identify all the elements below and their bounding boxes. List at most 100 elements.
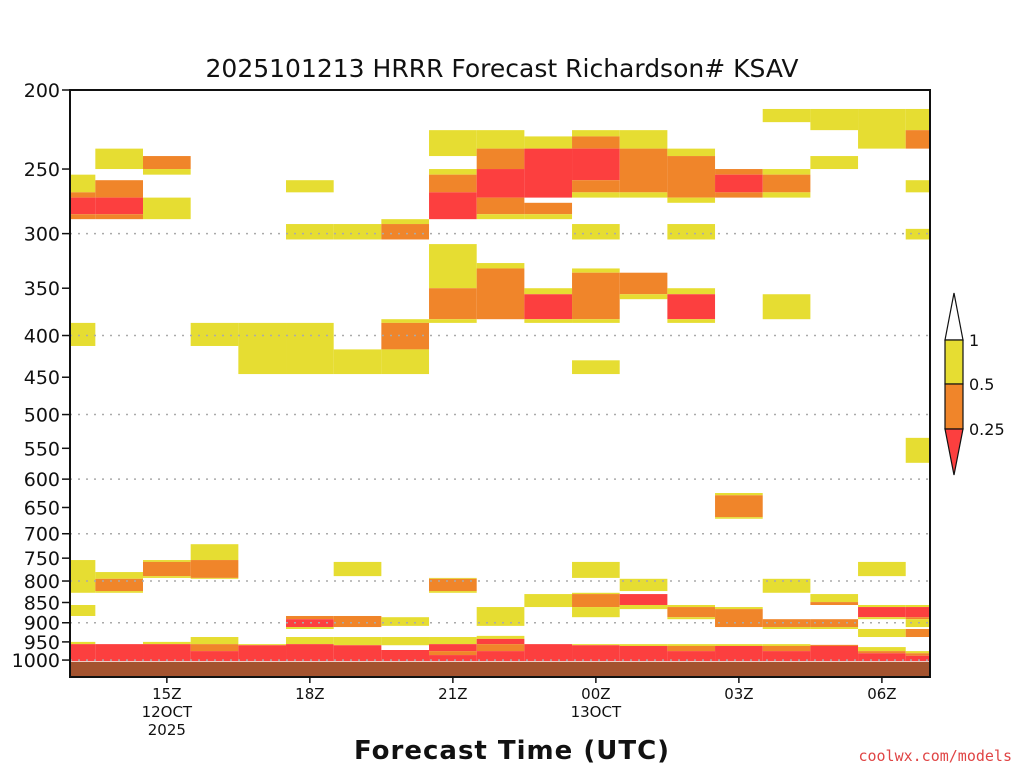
ri-cell-14Z-284-288: [95, 214, 144, 220]
colorbar-legend: 1 0.5 0.25: [944, 292, 1005, 476]
ri-cell-23Z-236-271: [524, 148, 573, 198]
ri-cell-20Z-416-446: [381, 349, 430, 375]
ri-cell-05Z-241-250: [810, 156, 859, 170]
ri-cell-18Z-911-916: [286, 627, 334, 629]
colorbar-label: 1: [969, 331, 979, 350]
ri-cell-21Z-937-956: [429, 637, 477, 645]
ri-cell-02Z-886-891: [667, 617, 716, 620]
ri-cell-20Z-382-386: [381, 319, 430, 323]
ri-cell-19Z-416-446: [333, 349, 382, 375]
ri-cell-21Z-975-986: [429, 651, 477, 656]
ri-cell-23Z-228-236: [524, 136, 573, 149]
ri-cell-01Z-224-236: [619, 130, 668, 149]
ri-cell-13Z-386-412: [70, 322, 96, 346]
ri-cell-04Z-250-254: [762, 169, 811, 175]
ri-cell-04Z-961-975: [762, 645, 811, 652]
ri-cell-21Z-254-267: [429, 174, 477, 193]
ri-cell-00Z-959-1003: [572, 645, 620, 662]
ri-cell-14Z-956-1003: [95, 644, 144, 662]
ri-cell-00Z-827-830: [572, 592, 620, 595]
x-tick-label: 06Z: [867, 685, 896, 703]
ri-cell-21Z-795-823: [429, 578, 477, 592]
y-tick-label: 750: [24, 548, 60, 570]
ri-cell-20Z-886-908: [381, 617, 430, 626]
x-tick-sub1: 13OCT: [571, 703, 622, 721]
ri-cell-21Z-382-386: [429, 319, 477, 323]
ri-cell-07Z-856-861: [905, 604, 930, 608]
ri-cell-06Z-886-891: [858, 617, 906, 620]
chart-title: 2025101213 HRRR Forecast Richardson# KSA…: [206, 54, 799, 83]
ri-cell-03Z-668-671: [715, 517, 763, 519]
y-tick-label: 600: [24, 469, 60, 491]
ri-cell-20Z-288-292: [381, 219, 430, 225]
ri-cell-04Z-254-267: [762, 174, 811, 193]
ri-cell-00Z-292-305: [572, 224, 620, 240]
ri-cell-13Z-254-267: [70, 174, 96, 193]
ri-cell-04Z-267-271: [762, 192, 811, 198]
ri-cell-15Z-241-250: [143, 156, 191, 170]
y-tick-label: 350: [24, 278, 60, 300]
ri-cell-07Z-916-937: [905, 628, 930, 638]
ri-cell-01Z-961-1003: [619, 645, 668, 662]
ri-cell-23Z-382-386: [524, 319, 573, 323]
ri-cell-02Z-961-975: [667, 645, 716, 652]
ri-cell-00Z-228-236: [572, 136, 620, 149]
ri-cell-07Z-258-267: [905, 180, 930, 193]
ri-cell-07Z-981-988: [905, 653, 930, 656]
ri-cell-02Z-975-1003: [667, 651, 716, 662]
ri-cell-00Z-224-228: [572, 130, 620, 137]
ri-cell-21Z-267-288: [429, 192, 477, 220]
ri-cell-07Z-988-1003: [905, 655, 930, 662]
ri-cell-13Z-856-883: [70, 604, 96, 616]
ri-cell-22Z-861-908: [476, 607, 525, 626]
ri-cell-15Z-754-758: [143, 560, 191, 562]
y-tick-label: 900: [24, 613, 60, 635]
ri-cell-18Z-258-267: [286, 180, 334, 193]
credit-text: coolwx.com/models: [858, 747, 1012, 765]
ri-cell-04Z-356-382: [762, 294, 811, 320]
ri-cell-21Z-350-382: [429, 288, 477, 320]
ri-cell-23Z-275-284: [524, 202, 573, 215]
ri-cell-04Z-795-827: [762, 578, 811, 593]
ri-cell-01Z-335-356: [619, 272, 668, 295]
ri-cell-01Z-856-866: [619, 604, 668, 610]
ri-cell-00Z-429-446: [572, 360, 620, 375]
ri-cell-02Z-856-861: [667, 604, 716, 608]
y-tick-label: 200: [24, 80, 60, 102]
colorbar-top-arrow: [944, 292, 964, 341]
ri-cell-14Z-795-823: [95, 578, 144, 592]
ri-cell-23Z-350-356: [524, 288, 573, 295]
ri-cell-14Z-823-827: [95, 591, 144, 593]
ri-cell-00Z-758-793: [572, 561, 620, 578]
ri-cell-00Z-331-335: [572, 268, 620, 273]
ri-cell-04Z-956-961: [762, 644, 811, 646]
ri-cell-21Z-793-795: [429, 577, 477, 579]
x-tick-sub2: 2025: [148, 721, 186, 739]
y-tick-label: 400: [24, 326, 60, 348]
ri-cell-06Z-975-981: [858, 651, 906, 654]
plot-frame: [69, 89, 931, 678]
ri-cell-13Z-950-956: [70, 641, 96, 645]
ri-cell-05Z-958-961: [810, 644, 859, 646]
ri-cell-06Z-758-789: [858, 561, 906, 577]
colorbar-bottom-arrow: [944, 428, 964, 476]
ri-cell-03Z-250-254: [715, 169, 763, 175]
ri-cell-18Z-386-446: [286, 322, 334, 375]
ri-cell-00Z-956-959: [572, 644, 620, 646]
ri-cell-07Z-975-981: [905, 651, 930, 654]
colorbar-label: 0.25: [969, 420, 1005, 439]
ri-cell-19Z-883-911: [333, 615, 382, 628]
ri-cell-23Z-956-1003: [524, 644, 573, 662]
ri-cell-22Z-250-271: [476, 169, 525, 198]
ri-cell-16Z-721-754: [190, 544, 239, 561]
y-tick-label: 950: [24, 632, 60, 654]
ri-cell-00Z-830-861: [572, 594, 620, 608]
ri-cell-22Z-975-1003: [476, 651, 525, 662]
ri-cell-14Z-236-250: [95, 148, 144, 170]
ri-cell-13Z-271-284: [70, 197, 96, 215]
ri-cell-05Z-911-916: [810, 627, 859, 629]
ri-cell-15Z-956-1003: [143, 644, 191, 662]
ri-cell-01Z-956-961: [619, 644, 668, 646]
